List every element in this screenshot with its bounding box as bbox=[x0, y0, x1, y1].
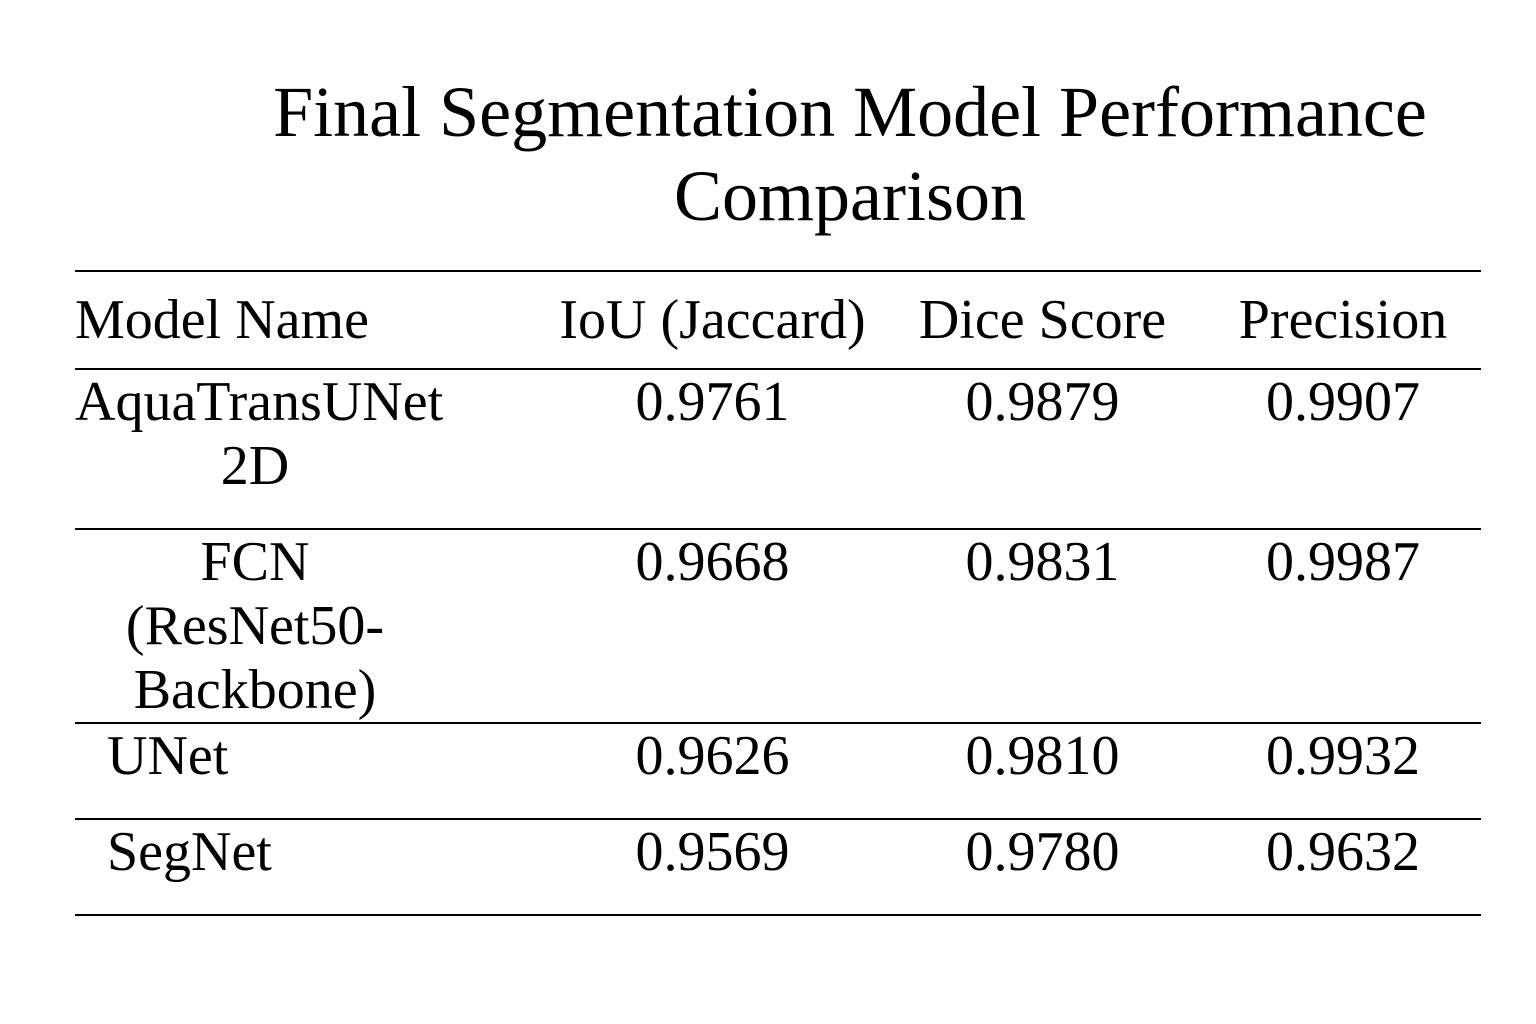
title-line-2: Comparison bbox=[674, 156, 1026, 236]
header-precision: Precision bbox=[1238, 289, 1448, 351]
model-name-cell: UNet bbox=[107, 725, 229, 787]
iou-cell: 0.9569 bbox=[635, 821, 790, 883]
iou-cell: 0.9761 bbox=[635, 371, 790, 433]
precision-cell: 0.9987 bbox=[1266, 531, 1420, 593]
model-name-line: FCN (ResNet50- bbox=[125, 531, 385, 657]
header-model-name: Model Name bbox=[75, 289, 369, 351]
table-row: AquaTransUNet 2D 0.9761 0.9879 0.9907 bbox=[75, 369, 1481, 529]
dice-cell: 0.9780 bbox=[965, 821, 1120, 883]
header-dice: Dice Score bbox=[918, 289, 1167, 351]
table-row: UNet 0.9626 0.9810 0.9932 bbox=[75, 723, 1481, 819]
model-name-cell: AquaTransUNet 2D bbox=[75, 369, 545, 529]
header-iou: IoU (Jaccard) bbox=[559, 289, 866, 351]
precision-cell: 0.9907 bbox=[1266, 371, 1420, 433]
precision-cell: 0.9932 bbox=[1266, 725, 1420, 787]
table-header-row: Model Name IoU (Jaccard) Dice Score Prec… bbox=[75, 271, 1481, 369]
iou-cell: 0.9626 bbox=[635, 725, 790, 787]
title-line-1: Final Segmentation Model Performance bbox=[273, 72, 1427, 152]
table-row: SegNet 0.9569 0.9780 0.9632 bbox=[75, 819, 1481, 915]
model-name-cell: FCN (ResNet50- Backbone) bbox=[75, 529, 545, 723]
precision-cell: 0.9632 bbox=[1266, 821, 1420, 883]
dice-cell: 0.9810 bbox=[965, 725, 1120, 787]
model-name-line: 2D bbox=[220, 435, 290, 497]
dice-cell: 0.9831 bbox=[965, 531, 1120, 593]
model-name-cell: SegNet bbox=[107, 821, 272, 883]
table-row: FCN (ResNet50- Backbone) 0.9668 0.9831 0… bbox=[75, 529, 1481, 723]
model-name-line: Backbone) bbox=[133, 659, 377, 721]
iou-cell: 0.9668 bbox=[635, 531, 790, 593]
model-name-line: AquaTransUNet bbox=[75, 371, 444, 433]
page-title: Final Segmentation Model Performance Com… bbox=[150, 70, 1536, 238]
performance-table: Model Name IoU (Jaccard) Dice Score Prec… bbox=[75, 270, 1481, 916]
dice-cell: 0.9879 bbox=[965, 371, 1120, 433]
